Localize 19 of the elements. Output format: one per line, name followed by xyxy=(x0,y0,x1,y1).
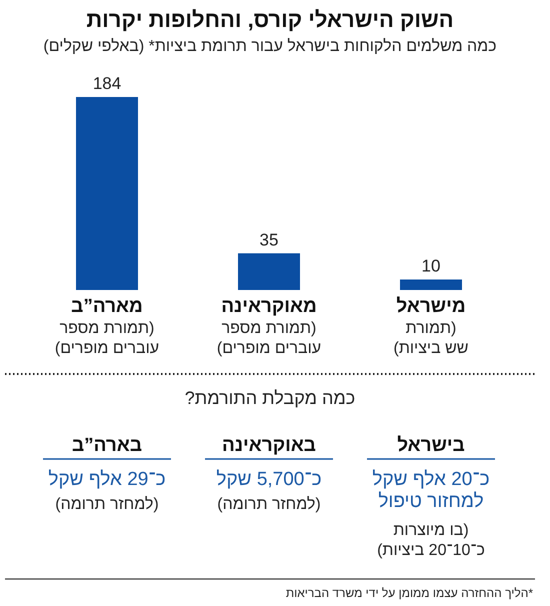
chart-subtitle: כמה משלמים הלקוחות בישראל עבור תרומת ביציות* (באלפי שקלים) xyxy=(43,37,497,55)
text: כמה מקבלת התורמת? xyxy=(184,388,356,408)
data-label: 184 xyxy=(92,74,122,93)
category-label: באוקראינה xyxy=(222,435,316,456)
text: כ־5,700 שקל xyxy=(216,469,322,490)
text: (למחזר תרומה) xyxy=(217,495,321,513)
category-label: בארה”ב xyxy=(72,435,142,456)
text: *הליך ההחזרה עצמו ממומן על ידי משרד הבריאות xyxy=(286,586,534,600)
text: כ־29 אלף שקל xyxy=(48,469,166,490)
data-label: 10 xyxy=(422,256,440,276)
x-tick-label: מארה”ב (תמורת מספר עוברים מופרים) xyxy=(54,296,160,357)
data-label: 35 xyxy=(260,230,278,250)
text: (בו מיוצרות כ־10־20 ביציות) xyxy=(377,522,485,559)
category-label: בישראל xyxy=(397,435,465,456)
x-tick-label: מישראל (תמורת שש ביציות) xyxy=(394,296,468,357)
x-tick-label: מאוקראינה (תמורת מספר עוברים מופרים) xyxy=(216,296,322,357)
text: (למחזר תרומה) xyxy=(55,495,159,513)
chart-title: השוק הישראלי קורס, והחלופות יקרות xyxy=(86,7,454,32)
text: כ־20 אלף שקל למחזור טיפול xyxy=(372,469,490,512)
